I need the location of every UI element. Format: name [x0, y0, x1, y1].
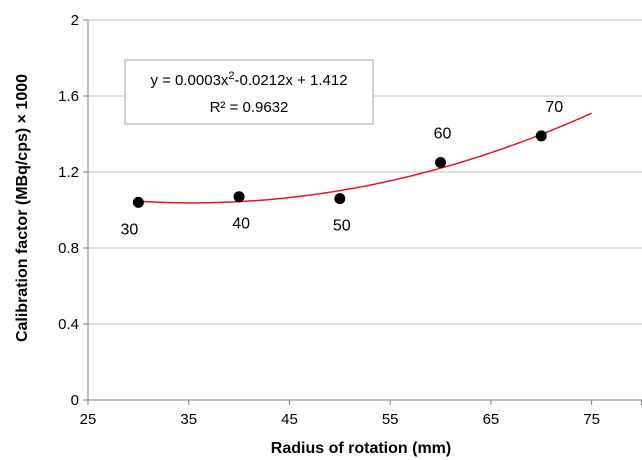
- x-tick-label: 75: [583, 411, 600, 428]
- data-point-label: 40: [232, 216, 250, 233]
- data-point-label: 60: [434, 126, 452, 143]
- data-point-labels: 30 40 50 60 70: [120, 99, 563, 238]
- equation-box: y = 0.0003x2-0.0212x + 1.412 R² = 0.9632: [124, 59, 374, 125]
- x-tick-label: 65: [483, 411, 500, 428]
- x-axis-title: Radius of rotation (mm): [271, 440, 451, 457]
- r-squared: R² = 0.9632: [210, 99, 289, 116]
- data-point: [535, 130, 547, 142]
- data-points: [132, 130, 547, 208]
- axes: [87, 20, 642, 401]
- x-tick-label: 55: [382, 411, 399, 428]
- y-axis-ticks: 0 0.4 0.8 1.2 1.6 2: [58, 12, 88, 409]
- x-tick-label: 45: [281, 411, 298, 428]
- trendline-equation: y = 0.0003x2-0.0212x + 1.412: [150, 70, 347, 89]
- data-point: [334, 193, 346, 205]
- y-tick-label: 0: [71, 392, 79, 409]
- data-point: [233, 191, 245, 203]
- x-tick-label: 35: [180, 411, 197, 428]
- y-tick-label: 2: [71, 12, 79, 29]
- y-tick-label: 0.4: [58, 316, 79, 333]
- data-point-label: 70: [545, 99, 563, 116]
- y-axis-title: Calibration factor (MBq/cps) × 1000: [14, 74, 31, 342]
- trendline: [138, 112, 592, 204]
- data-point: [132, 196, 144, 208]
- data-point-label: 30: [120, 221, 138, 238]
- x-tick-label: 25: [80, 411, 97, 428]
- y-tick-label: 1.6: [58, 88, 79, 105]
- data-point: [435, 157, 447, 168]
- x-axis-ticks: 25 35 45 55 65 75: [80, 400, 642, 428]
- y-tick-label: 0.8: [58, 240, 79, 257]
- y-tick-label: 1.2: [58, 164, 79, 181]
- data-point-label: 50: [333, 218, 351, 235]
